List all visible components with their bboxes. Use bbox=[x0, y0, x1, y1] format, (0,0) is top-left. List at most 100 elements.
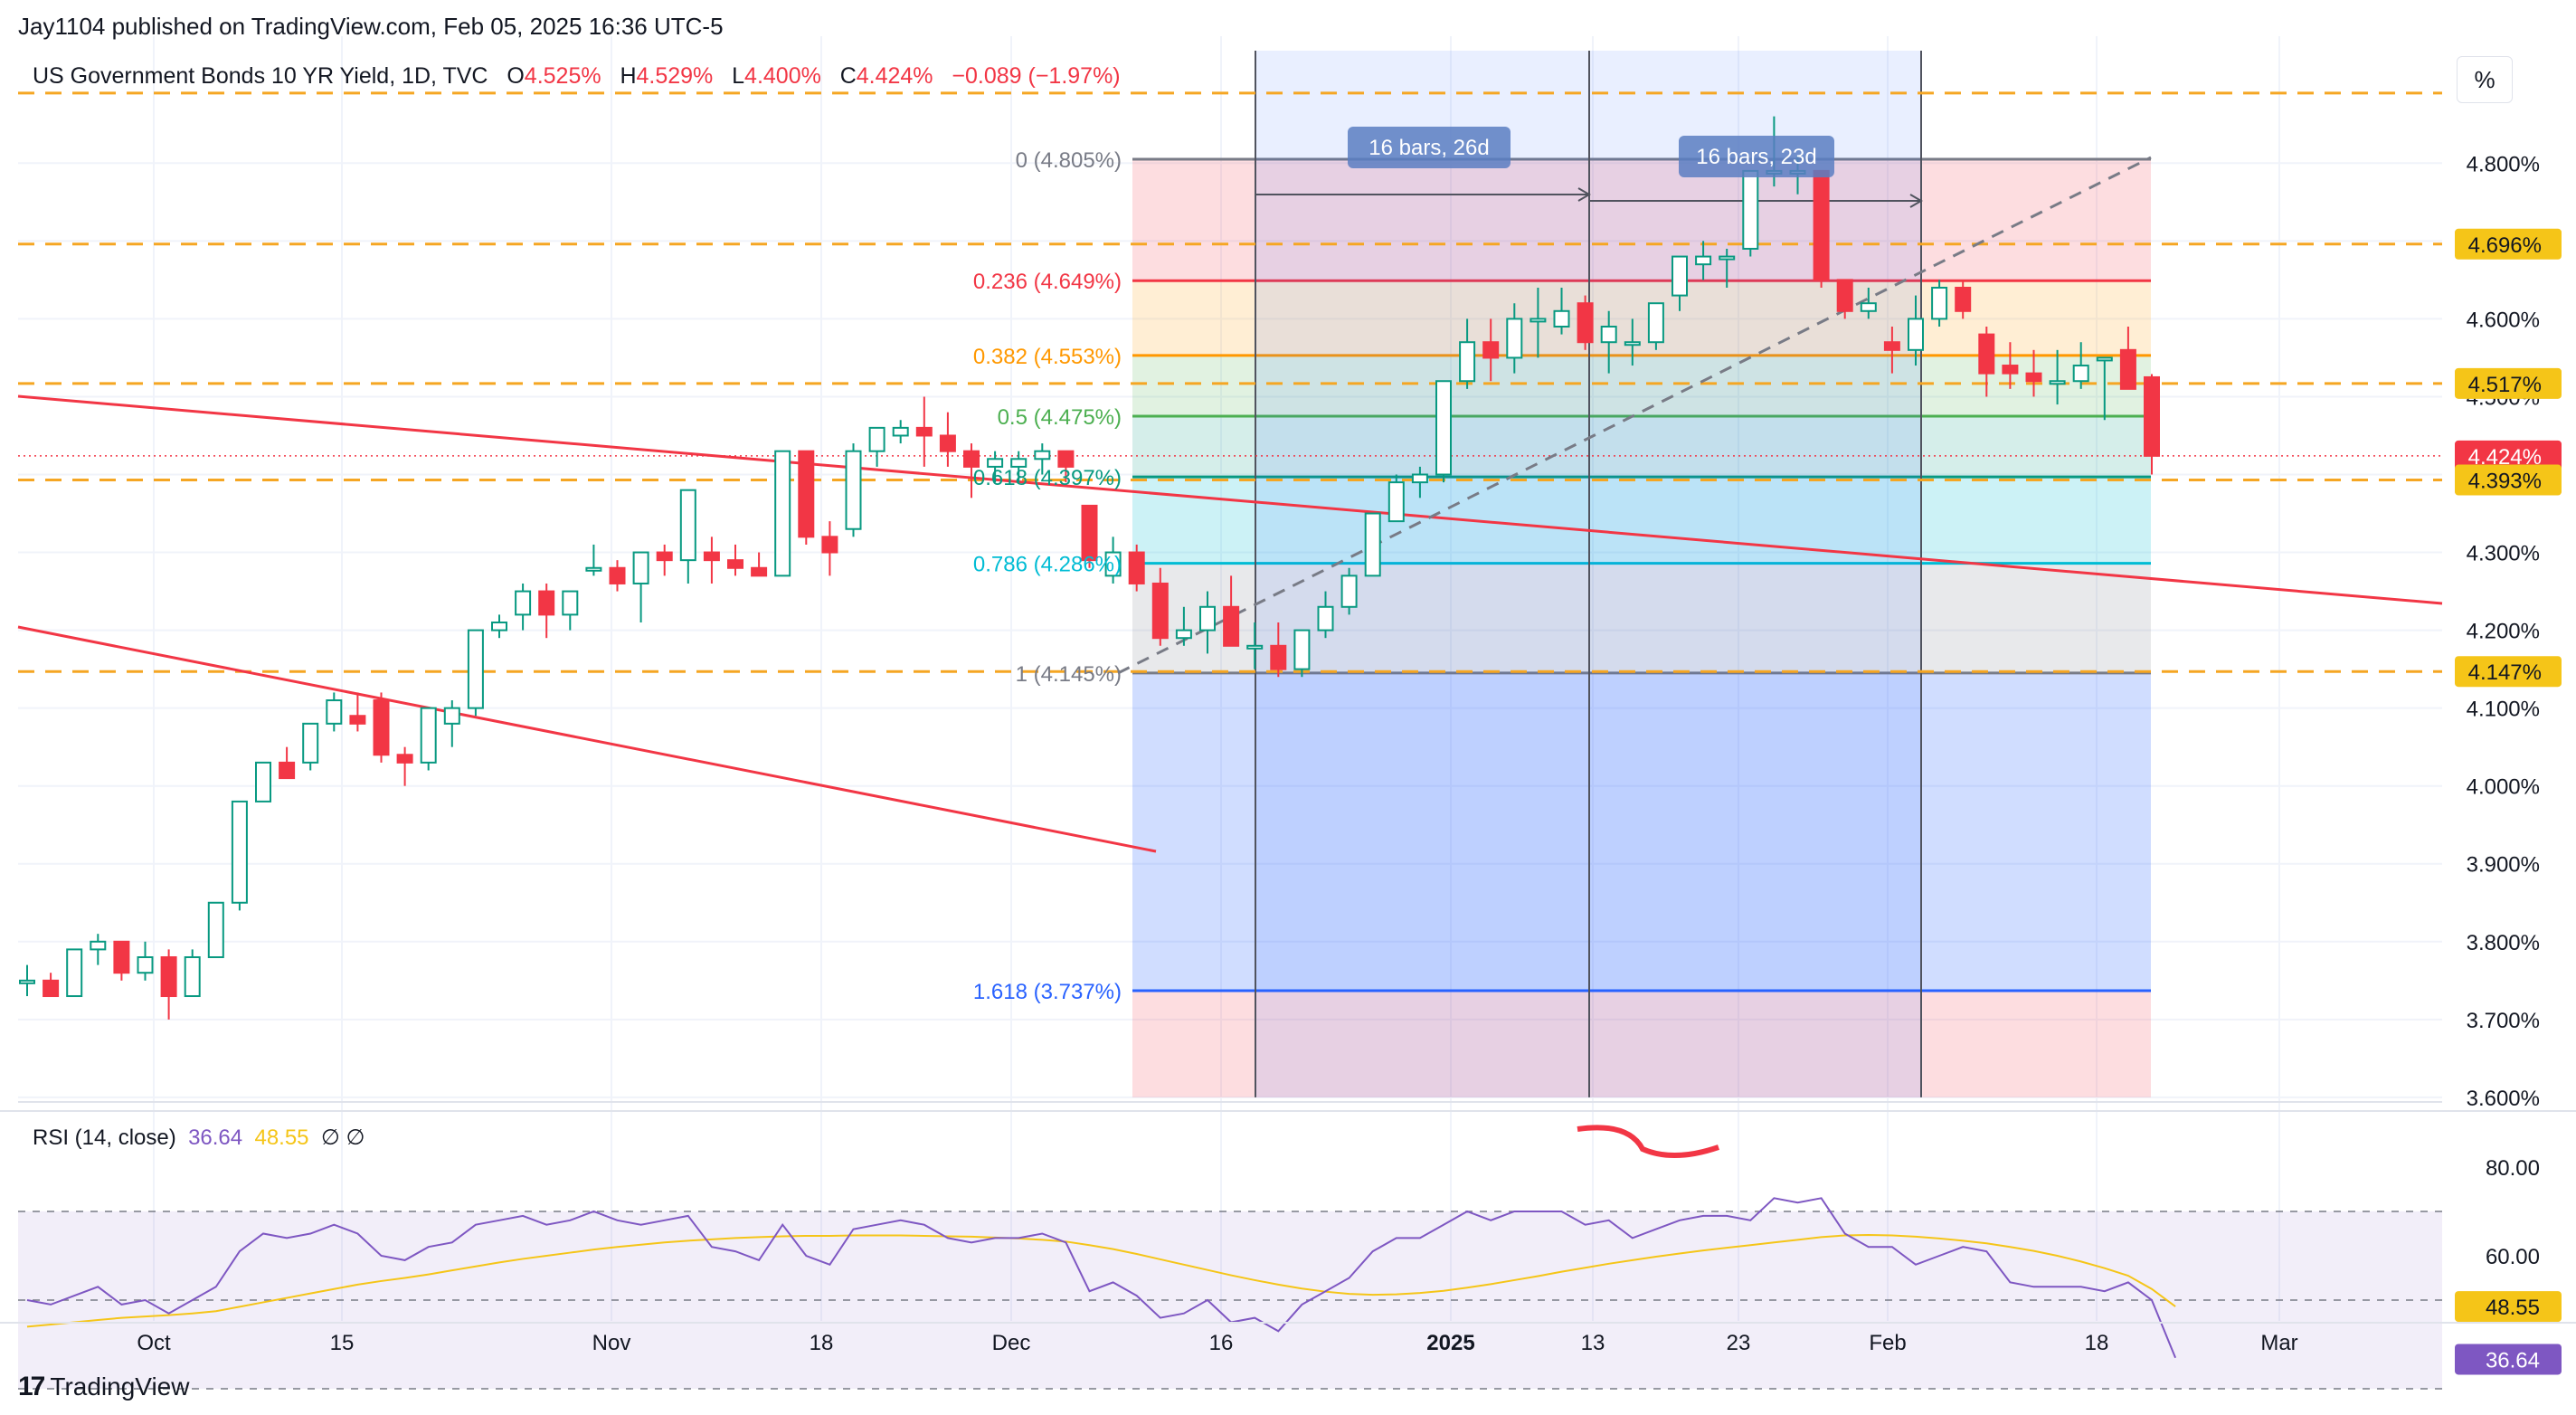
publisher-line: Jay1104 published on TradingView.com, Fe… bbox=[18, 13, 724, 40]
candle-up bbox=[868, 426, 886, 452]
candle-up bbox=[632, 551, 649, 584]
candle-down bbox=[1057, 450, 1075, 468]
rsi-band bbox=[18, 1211, 2442, 1389]
candle-down bbox=[1128, 551, 1145, 584]
candle-up bbox=[255, 761, 271, 802]
candle-down bbox=[703, 551, 720, 562]
rsi-label: RSI (14, close) bbox=[33, 1125, 176, 1150]
candle-up bbox=[1672, 255, 1688, 297]
price-tick: 3.600% bbox=[2467, 1087, 2540, 1111]
fib-level-label: 0 (4.805%) bbox=[1016, 148, 1122, 173]
fib-zone bbox=[1132, 415, 2151, 478]
candle-down bbox=[1482, 341, 1500, 359]
price-tag bbox=[2455, 228, 2562, 260]
time-tick: 23 bbox=[1727, 1331, 1751, 1355]
candle-down bbox=[1978, 333, 1995, 375]
rsi-ma-tag-text: 48.55 bbox=[2486, 1296, 2540, 1320]
range-arrowhead bbox=[1577, 187, 1591, 202]
close-value: 4.424% bbox=[856, 63, 933, 89]
price-tag bbox=[2455, 464, 2562, 496]
time-tick: 18 bbox=[810, 1331, 834, 1355]
candle-down bbox=[609, 566, 626, 584]
high-label: H bbox=[620, 63, 637, 89]
time-tick: Dec bbox=[992, 1331, 1031, 1355]
fib-level-label: 0.618 (4.397%) bbox=[973, 466, 1122, 490]
candle-down bbox=[939, 434, 956, 452]
candle-up bbox=[491, 621, 507, 632]
candle-up bbox=[184, 955, 201, 998]
price-tick: 4.200% bbox=[2467, 620, 2540, 644]
candle-up bbox=[420, 707, 437, 764]
candle-up bbox=[1387, 481, 1405, 523]
candle-up bbox=[2072, 365, 2089, 383]
candle-down bbox=[1081, 504, 1098, 562]
candle-up bbox=[1459, 341, 1476, 383]
candle-down bbox=[160, 955, 177, 998]
rsi-ma-value: 48.55 bbox=[254, 1125, 309, 1150]
candle-up bbox=[302, 722, 319, 764]
fib-level-labels: 0 (4.805%) 0.236 (4.649%) 0.382 (4.553%) 0.… bbox=[973, 148, 1122, 1004]
symbol-ohlc-legend: US Government Bonds 10 YR Yield, 1D, TVC… bbox=[33, 63, 1121, 90]
time-tick: 18 bbox=[2085, 1331, 2109, 1355]
fib-level-label: 0.382 (4.553%) bbox=[973, 345, 1122, 369]
price-tag-text: 4.393% bbox=[2468, 470, 2542, 494]
time-axis[interactable]: Oct 15 Nov 18 Dec 16 2025 13 23 Feb 18 Mar bbox=[137, 1331, 2297, 1355]
candle-up bbox=[1506, 318, 1523, 359]
candle-down bbox=[727, 559, 743, 569]
candle-down bbox=[656, 551, 673, 562]
time-tick: 16 bbox=[1209, 1331, 1234, 1355]
candle-down bbox=[1955, 286, 1972, 312]
candle-up bbox=[1010, 458, 1028, 468]
candle-down bbox=[396, 754, 413, 764]
price-axis[interactable]: 3.600% 3.700% 3.800% 3.900% 4.000% 4.100% 4.20… bbox=[0, 152, 2576, 1324]
candle-down bbox=[1813, 169, 1830, 281]
change-value: −0.089 (−1.97%) bbox=[952, 63, 1121, 89]
candle-up bbox=[1742, 169, 1759, 250]
candle-down bbox=[43, 979, 60, 998]
candle-down bbox=[1577, 302, 1594, 344]
candle-up bbox=[1931, 286, 1948, 320]
open-label: O bbox=[507, 63, 525, 89]
time-tick: 2025 bbox=[1426, 1331, 1474, 1355]
price-tag-text: 4.696% bbox=[2468, 233, 2542, 258]
fib-level-label: 0.5 (4.475%) bbox=[998, 405, 1122, 430]
range-arrowhead bbox=[1909, 194, 1923, 208]
candle-up bbox=[443, 707, 460, 725]
price-tick: 4.600% bbox=[2467, 308, 2540, 332]
open-value: 4.525% bbox=[524, 63, 601, 89]
candle-up bbox=[467, 629, 484, 709]
fib-zone bbox=[1132, 159, 2151, 281]
candle-up bbox=[66, 948, 83, 998]
candle-up bbox=[1600, 326, 1617, 344]
candle-down bbox=[798, 450, 815, 538]
rsi-annotation bbox=[1577, 1125, 1719, 1158]
rsi-ma-tag bbox=[2455, 1291, 2562, 1323]
time-tick: 15 bbox=[330, 1331, 355, 1355]
candle-up bbox=[1104, 551, 1122, 577]
rsi-ma-line bbox=[26, 1233, 2176, 1328]
low-label: L bbox=[732, 63, 745, 89]
range-label-text: 16 bars, 23d bbox=[1696, 145, 1816, 169]
candle-up bbox=[1860, 302, 1877, 312]
candle-up bbox=[326, 699, 343, 725]
candle-down bbox=[751, 566, 768, 577]
candle-down bbox=[113, 940, 130, 974]
price-tag bbox=[2455, 656, 2562, 688]
tradingview-logo[interactable]: 17 TradingView bbox=[18, 1372, 189, 1402]
rsi-line bbox=[26, 1197, 2177, 1359]
price-tick: 3.700% bbox=[2467, 1009, 2540, 1033]
rsi-extra: ∅ ∅ bbox=[320, 1125, 365, 1150]
symbol-info: US Government Bonds 10 YR Yield, 1D, TVC bbox=[33, 63, 488, 89]
candle-up bbox=[2096, 356, 2113, 362]
fib-zone bbox=[1132, 477, 2151, 564]
candle-up bbox=[137, 955, 154, 974]
price-tick: 3.800% bbox=[2467, 931, 2540, 955]
scale-unit-button[interactable]: % bbox=[2457, 56, 2513, 103]
candle-up bbox=[1719, 255, 1736, 261]
time-tick: Mar bbox=[2260, 1331, 2297, 1355]
range-label-box bbox=[1348, 127, 1511, 168]
price-tag-text: 4.517% bbox=[2468, 373, 2542, 397]
candle-down bbox=[279, 761, 296, 780]
candle-down bbox=[2025, 372, 2042, 383]
